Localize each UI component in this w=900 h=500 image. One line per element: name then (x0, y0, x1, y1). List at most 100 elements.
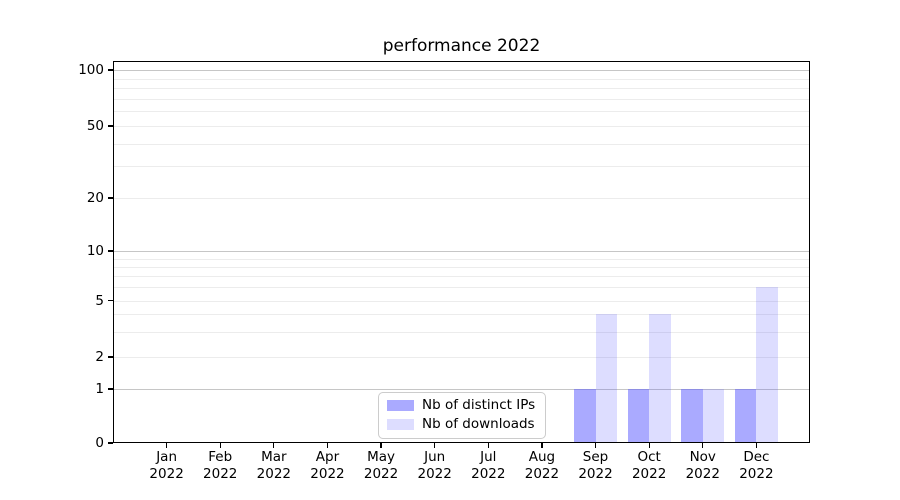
x-tick-month: Dec (743, 449, 770, 465)
bar-dec-downloads (756, 287, 778, 443)
y-tick-label: 20 (86, 190, 104, 206)
x-tick-year: 2022 (363, 465, 399, 482)
x-tick-label: Feb 2022 (188, 449, 252, 482)
x-tick-mark (219, 443, 221, 448)
y-gridline (113, 258, 810, 260)
x-tick-label: Mar 2022 (242, 449, 306, 482)
y-tick-label: 50 (86, 118, 104, 134)
y-tick-mark (108, 250, 113, 252)
x-tick-year: 2022 (256, 465, 292, 482)
y-tick-label: 2 (95, 349, 104, 365)
x-tick-year: 2022 (578, 465, 613, 482)
x-tick-mark (594, 443, 597, 448)
y-tick-label: 1 (95, 381, 104, 397)
x-tick-year: 2022 (739, 465, 774, 482)
x-tick-label: May 2022 (349, 449, 413, 482)
legend-swatch-distinct-ips (387, 400, 414, 411)
x-tick-month: Apr (315, 449, 340, 465)
x-tick-year: 2022 (417, 465, 452, 482)
x-tick-month: Aug (528, 449, 556, 465)
x-tick-label: Nov 2022 (671, 449, 735, 482)
bar-oct-downloads (649, 314, 671, 443)
y-gridline (113, 198, 810, 199)
x-tick-label: Dec 2022 (724, 449, 788, 482)
x-tick-month: Nov (689, 449, 716, 465)
y-tick-mark (108, 388, 113, 390)
plot-frame (113, 61, 810, 443)
y-gridline (113, 266, 810, 268)
x-tick-label: Jun 2022 (403, 449, 467, 482)
y-gridline (113, 78, 810, 80)
y-gridline (113, 98, 810, 100)
legend-item-downloads: Nb of downloads (387, 417, 535, 432)
x-tick-year: 2022 (310, 465, 345, 482)
y-gridline (113, 251, 810, 252)
x-tick-label: Jan 2022 (135, 449, 199, 482)
x-tick-label: Jul 2022 (456, 449, 520, 482)
y-gridline (113, 126, 810, 127)
y-tick-label: 100 (78, 62, 104, 78)
x-tick-label: Apr 2022 (295, 449, 359, 482)
y-gridline (113, 389, 810, 390)
y-gridline (113, 314, 810, 316)
x-tick-year: 2022 (149, 465, 184, 482)
x-tick-mark (487, 443, 489, 448)
y-gridline (113, 287, 810, 289)
y-tick-label: 10 (86, 243, 104, 259)
x-tick-year: 2022 (471, 465, 506, 482)
x-tick-mark (648, 443, 650, 448)
bar-nov-distinct-ips (681, 389, 703, 443)
bar-sep-downloads (595, 314, 617, 443)
legend-label-distinct-ips: Nb of distinct IPs (422, 397, 536, 413)
y-gridline (113, 357, 810, 358)
y-tick-mark (108, 69, 113, 71)
x-tick-month: Jul (480, 449, 497, 465)
bar-dec-distinct-ips (734, 389, 757, 443)
chart-title: performance 2022 (382, 36, 541, 56)
x-tick-mark (541, 443, 543, 448)
x-tick-label: Sep 2022 (564, 449, 628, 482)
x-tick-mark (165, 443, 168, 448)
x-tick-year: 2022 (524, 465, 560, 482)
y-tick-mark (108, 299, 113, 302)
legend: Nb of distinct IPs Nb of downloads (378, 392, 547, 439)
y-gridline (113, 111, 810, 113)
x-tick-month: Sep (582, 449, 609, 465)
x-tick-year: 2022 (631, 465, 667, 482)
x-tick-mark (273, 443, 275, 448)
y-tick-label: 0 (95, 435, 104, 451)
bar-nov-downloads (702, 389, 725, 443)
x-tick-month: Feb (208, 449, 233, 465)
x-tick-label: Aug 2022 (510, 449, 574, 482)
x-tick-mark (326, 443, 329, 448)
bar-oct-distinct-ips (627, 389, 650, 443)
x-tick-mark (380, 443, 382, 448)
legend-swatch-downloads (387, 419, 414, 430)
y-gridline (113, 88, 810, 90)
x-tick-label: Oct 2022 (617, 449, 681, 482)
x-tick-year: 2022 (203, 465, 238, 482)
x-tick-mark (702, 443, 704, 448)
y-gridline (113, 143, 810, 145)
x-tick-month: Mar (261, 449, 287, 465)
y-tick-label: 5 (95, 292, 104, 309)
y-tick-mark (108, 197, 113, 199)
y-gridline (113, 166, 810, 168)
x-tick-year: 2022 (685, 465, 720, 482)
y-tick-mark (108, 125, 113, 127)
x-tick-month: Jun (424, 449, 446, 465)
legend-label-downloads: Nb of downloads (422, 416, 535, 432)
y-gridline (113, 70, 810, 71)
y-tick-mark (108, 442, 113, 444)
bar-sep-distinct-ips (574, 389, 596, 443)
y-gridline (113, 331, 810, 333)
legend-item-distinct-ips: Nb of distinct IPs (387, 398, 535, 413)
x-tick-month: May (367, 449, 396, 465)
plot-area (113, 61, 810, 443)
x-tick-month: Jan (156, 449, 178, 465)
x-tick-mark (755, 443, 758, 448)
y-gridline (113, 276, 810, 278)
y-tick-mark (108, 356, 113, 358)
x-tick-month: Oct (637, 449, 661, 465)
